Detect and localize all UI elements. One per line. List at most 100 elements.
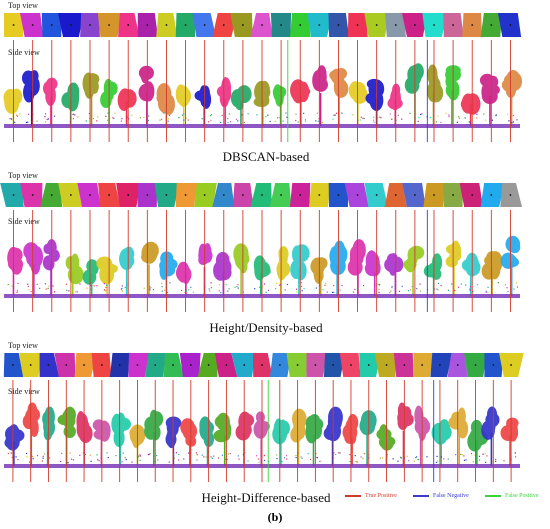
crown-blob bbox=[76, 418, 90, 440]
point bbox=[131, 461, 133, 463]
point bbox=[497, 282, 500, 284]
point bbox=[66, 289, 68, 291]
tree-top-marker bbox=[350, 364, 352, 366]
panel-3-side-view-label: Side view bbox=[8, 387, 40, 396]
point bbox=[139, 455, 142, 457]
legend-false-negative: False Negative bbox=[413, 493, 469, 499]
crown-blob bbox=[255, 411, 265, 424]
point bbox=[192, 291, 195, 293]
point bbox=[90, 288, 92, 290]
tree-top-marker bbox=[11, 364, 14, 366]
point bbox=[208, 288, 210, 290]
point bbox=[122, 452, 124, 454]
crown-blob bbox=[481, 88, 498, 105]
point bbox=[46, 118, 48, 121]
tree-top-marker bbox=[299, 24, 302, 26]
crown-blob bbox=[221, 77, 232, 99]
panel-2-side-view-label: Side view bbox=[8, 217, 40, 226]
point bbox=[97, 116, 99, 118]
point bbox=[72, 113, 74, 115]
point bbox=[516, 286, 519, 288]
top-view-cell bbox=[497, 13, 522, 37]
crown-blob bbox=[415, 406, 424, 429]
tree-trunk bbox=[224, 98, 227, 126]
point bbox=[96, 454, 98, 456]
point bbox=[295, 113, 297, 115]
tree-top-marker bbox=[456, 364, 459, 366]
point bbox=[421, 113, 423, 115]
point bbox=[514, 456, 517, 458]
point bbox=[41, 460, 44, 462]
point bbox=[478, 455, 481, 457]
point bbox=[326, 291, 328, 293]
point bbox=[349, 460, 351, 463]
point bbox=[205, 456, 207, 458]
point bbox=[115, 455, 117, 457]
point bbox=[440, 456, 443, 458]
point bbox=[485, 291, 487, 293]
point bbox=[89, 285, 92, 287]
crown-blob bbox=[24, 409, 35, 427]
point bbox=[413, 460, 416, 462]
point bbox=[201, 118, 203, 120]
tree-trunk bbox=[451, 90, 453, 126]
point bbox=[85, 120, 87, 122]
point bbox=[333, 452, 335, 454]
tree-top-marker bbox=[280, 194, 283, 196]
point bbox=[184, 291, 186, 294]
crown-blob bbox=[329, 411, 340, 426]
tree-crown bbox=[4, 424, 25, 451]
point bbox=[335, 453, 337, 456]
tree-trunk bbox=[394, 100, 397, 126]
point bbox=[27, 113, 30, 115]
point bbox=[339, 289, 341, 291]
tree-trunk bbox=[312, 435, 315, 466]
point bbox=[11, 285, 13, 287]
point bbox=[82, 452, 85, 454]
crown-blob bbox=[175, 86, 192, 106]
crown-blob bbox=[392, 88, 401, 109]
tree-top-marker bbox=[433, 24, 435, 26]
tree-crown bbox=[276, 246, 291, 281]
point bbox=[74, 114, 76, 116]
tree-crown bbox=[144, 409, 164, 441]
tree-crown bbox=[82, 72, 100, 99]
point bbox=[166, 291, 169, 293]
point bbox=[333, 284, 335, 287]
point bbox=[69, 121, 72, 123]
crown-blob bbox=[472, 427, 483, 443]
point bbox=[377, 117, 379, 119]
point bbox=[285, 455, 288, 457]
point bbox=[356, 461, 358, 463]
tree-top-marker bbox=[83, 364, 85, 366]
tree-trunk bbox=[90, 94, 93, 126]
point bbox=[450, 283, 453, 285]
point bbox=[397, 114, 399, 116]
tree-crown bbox=[310, 257, 328, 284]
panel-1-method-title: DBSCAN-based bbox=[222, 149, 310, 164]
tree-trunk bbox=[402, 430, 405, 466]
point bbox=[180, 289, 183, 292]
crown-blob bbox=[334, 79, 349, 98]
tree-trunk bbox=[319, 272, 322, 296]
point bbox=[301, 290, 303, 292]
point bbox=[210, 286, 213, 289]
point bbox=[321, 121, 324, 124]
point bbox=[267, 289, 269, 292]
tree-crown bbox=[194, 85, 212, 109]
tree-top-marker bbox=[471, 194, 474, 196]
tree-trunk bbox=[182, 100, 185, 126]
tree-crown bbox=[272, 418, 290, 445]
tree-trunk bbox=[489, 95, 491, 126]
tree-trunk bbox=[90, 273, 93, 296]
tree-top-marker bbox=[47, 364, 50, 366]
point bbox=[44, 453, 46, 455]
point bbox=[434, 288, 436, 290]
point bbox=[226, 458, 228, 460]
point bbox=[44, 283, 47, 285]
point bbox=[72, 118, 74, 120]
point bbox=[303, 287, 305, 290]
point bbox=[506, 113, 509, 115]
point bbox=[45, 288, 47, 290]
tree-crown bbox=[290, 408, 307, 443]
